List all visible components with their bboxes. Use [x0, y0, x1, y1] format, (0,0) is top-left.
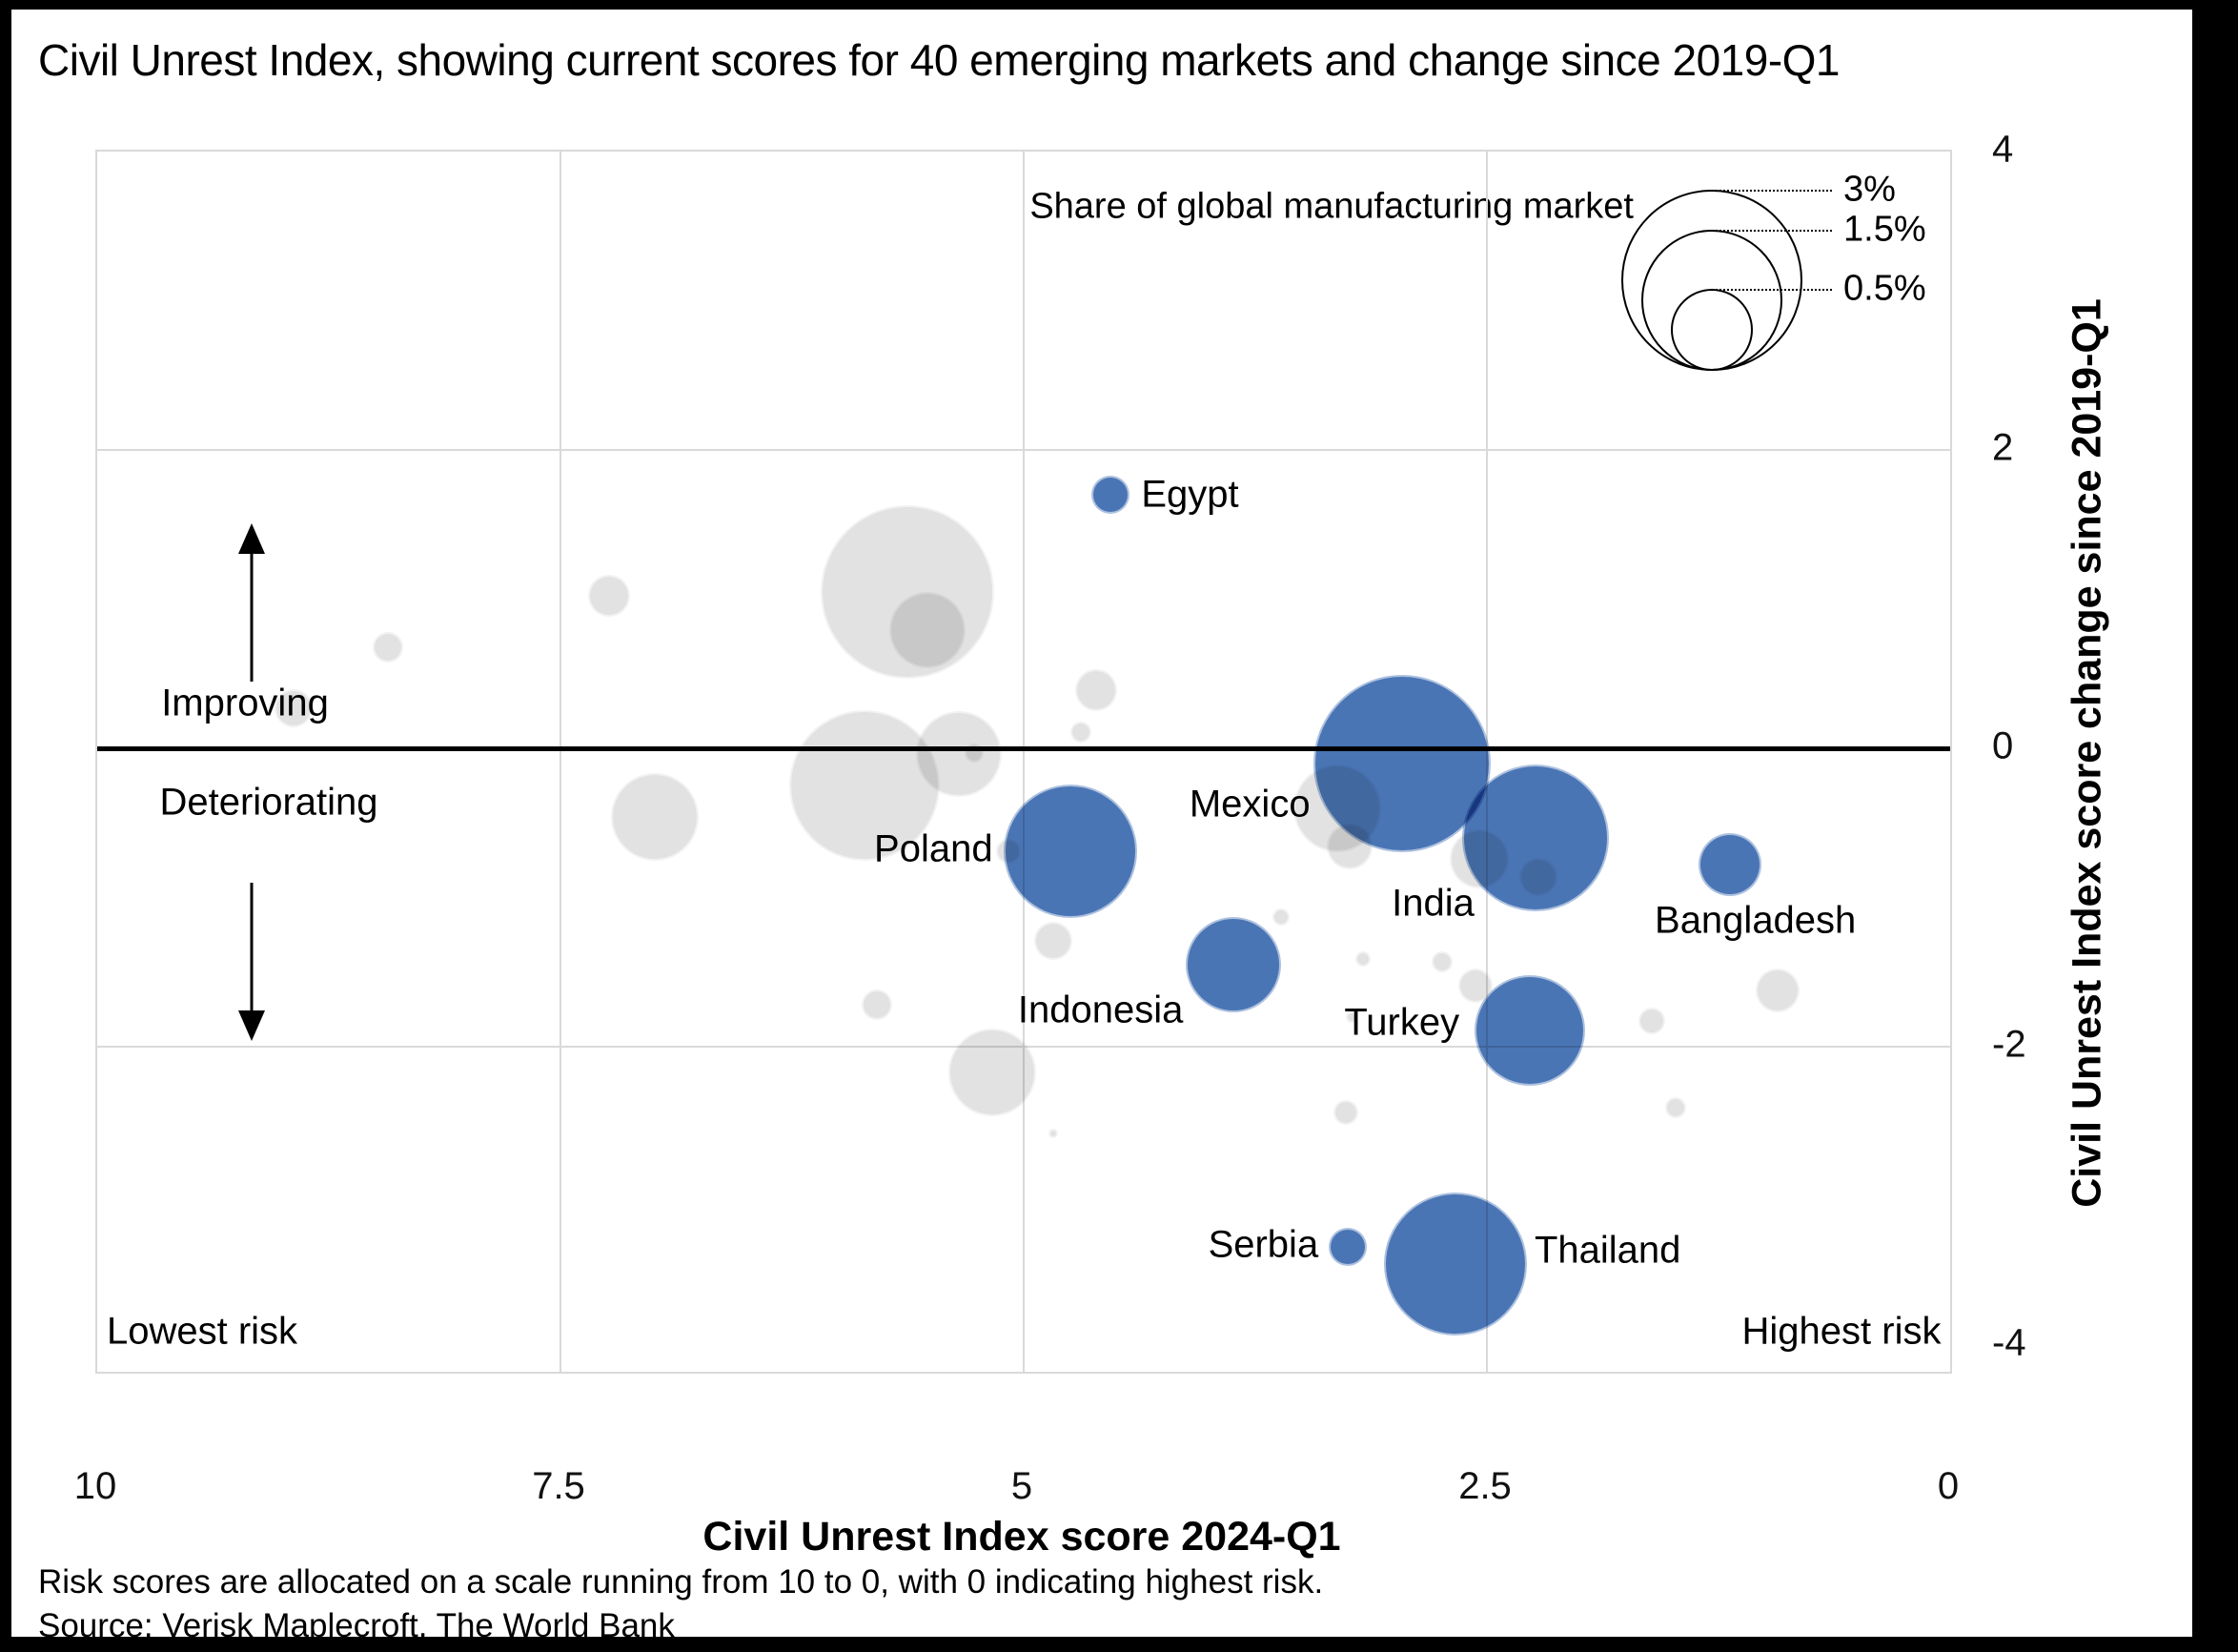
bubble-thailand: [1383, 1193, 1527, 1336]
bubble-market-23: [1458, 968, 1494, 1003]
bubble-market-7: [1070, 721, 1092, 743]
y-tick--2: -2: [1992, 1023, 2026, 1066]
legend-leader-0.5%: [1712, 289, 1832, 291]
bubble-market-26: [1756, 968, 1801, 1012]
chart-title: Civil Unrest Index, showing current scor…: [38, 35, 1841, 85]
gridline-y-2: [97, 449, 1950, 451]
x-tick-7.5: 7.5: [532, 1465, 585, 1507]
country-label-thailand: Thailand: [1534, 1229, 1681, 1272]
highest-risk-label: Highest risk: [1741, 1310, 1942, 1353]
country-label-indonesia: Indonesia: [1017, 989, 1184, 1031]
source-text: Source: Verisk Maplecroft, The World Ban…: [38, 1607, 675, 1644]
legend-leader-3%: [1712, 190, 1832, 192]
bubble-mexico: [1312, 674, 1491, 852]
zero-baseline: [97, 746, 1950, 751]
bubble-turkey: [1474, 974, 1585, 1086]
bubble-market-29: [1048, 1128, 1059, 1138]
y-axis-title: Civil Unrest Index score change since 20…: [2064, 298, 2110, 1208]
bubble-market-9: [373, 631, 404, 663]
bubble-bangladesh: [1698, 833, 1761, 897]
gridline-x-7.5: [560, 152, 561, 1372]
lowest-risk-label: Lowest risk: [106, 1310, 298, 1353]
bubble-market-11: [611, 772, 700, 861]
y-tick--4: -4: [1992, 1321, 2026, 1364]
bubble-market-17: [1346, 1010, 1358, 1023]
bubble-market-6: [1074, 668, 1117, 711]
legend-circle-0.5%: [1671, 289, 1753, 371]
y-tick-2: 2: [1992, 426, 2014, 469]
bubble-market-27: [1665, 1097, 1687, 1119]
country-label-egypt: Egypt: [1141, 473, 1239, 516]
deteriorating-down-arrow-icon: [238, 883, 265, 1041]
legend-label-0.5%: 0.5%: [1843, 268, 1926, 309]
bubble-market-5: [964, 743, 984, 763]
bubble-market-28: [1333, 1099, 1359, 1125]
country-label-india: India: [1392, 882, 1475, 925]
y-tick-4: 4: [1992, 128, 2014, 171]
deteriorating-label: Deteriorating: [159, 781, 378, 824]
bubble-market-4: [915, 711, 1002, 798]
bubble-india: [1461, 764, 1609, 911]
country-label-turkey: Turkey: [1344, 1001, 1460, 1044]
chart-canvas: Civil Unrest Index, showing current scor…: [11, 10, 2192, 1644]
bubble-egypt: [1091, 475, 1130, 514]
bubble-market-2: [888, 592, 966, 669]
plot-area: Improving Deteriorating Lowest risk High…: [95, 150, 1952, 1374]
bubble-market-24: [1354, 950, 1371, 967]
bubble-market-3: [788, 710, 940, 862]
legend-label-1.5%: 1.5%: [1843, 209, 1926, 250]
bubble-market-10: [275, 688, 314, 727]
country-label-bangladesh: Bangladesh: [1655, 899, 1857, 942]
country-label-poland: Poland: [874, 827, 993, 870]
bubble-market-14: [1034, 921, 1073, 960]
bubble-market-15: [947, 1028, 1036, 1116]
bubble-market-8: [587, 575, 630, 618]
x-tick-0: 0: [1937, 1465, 1960, 1507]
bubble-market-25: [1638, 1008, 1666, 1035]
country-label-mexico: Mexico: [1189, 783, 1311, 826]
footnote-text: Risk scores are allocated on a scale run…: [38, 1563, 1324, 1601]
bubble-serbia: [1329, 1227, 1368, 1266]
improving-up-arrow-icon: [238, 523, 265, 682]
x-axis-title: Civil Unrest Index score 2024-Q1: [702, 1514, 1341, 1560]
x-tick-10: 10: [73, 1465, 117, 1507]
country-label-serbia: Serbia: [1208, 1223, 1319, 1266]
bubble-poland: [1003, 784, 1137, 918]
x-tick-2.5: 2.5: [1458, 1465, 1512, 1507]
legend-title: Share of global manufacturing market: [1029, 186, 1634, 227]
legend-label-3%: 3%: [1843, 169, 1896, 210]
bubble-market-13: [862, 989, 893, 1021]
bubble-market-16: [1272, 908, 1291, 926]
y-tick-0: 0: [1992, 724, 2014, 767]
legend-leader-1.5%: [1712, 230, 1832, 232]
x-tick-5: 5: [1010, 1465, 1033, 1507]
bubble-indonesia: [1185, 916, 1281, 1012]
bubble-market-22: [1432, 950, 1454, 972]
gridline-x-5: [1023, 152, 1025, 1372]
